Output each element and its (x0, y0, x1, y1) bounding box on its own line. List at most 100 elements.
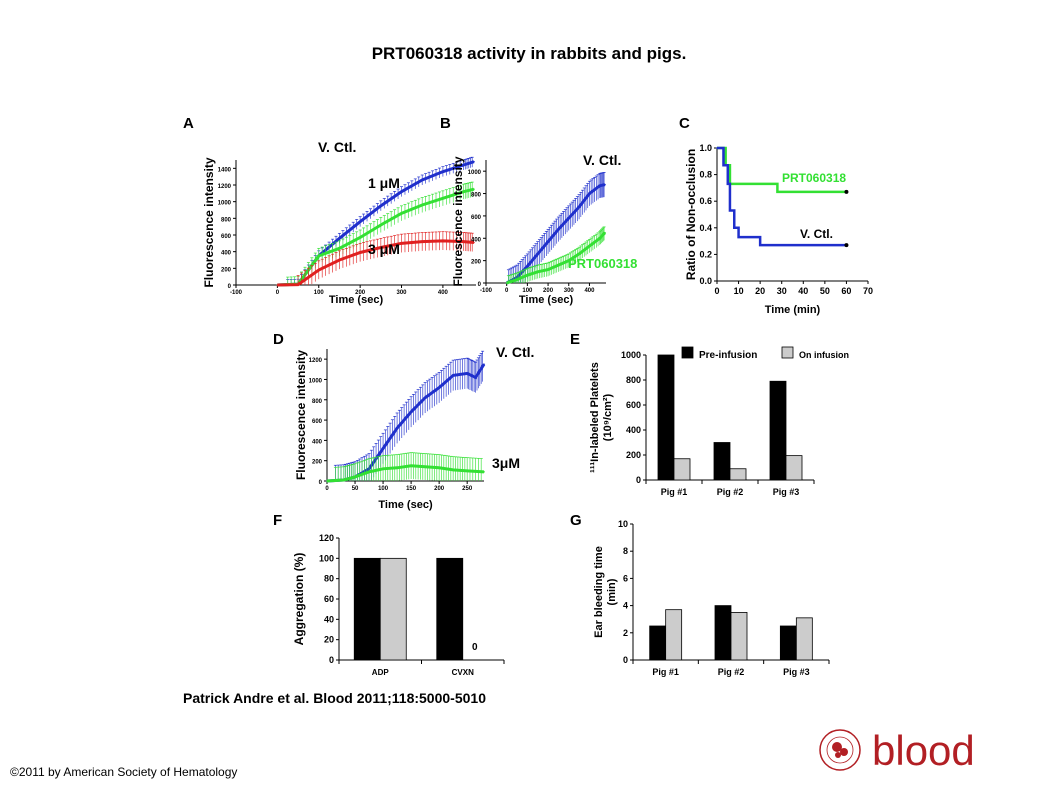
panel-letter: G (570, 512, 582, 529)
x-tick-label: Pig #2 (718, 667, 745, 677)
data-point (716, 147, 718, 149)
data-point (452, 469, 454, 471)
panel-letter: F (273, 512, 282, 529)
x-tick-label: 30 (777, 286, 787, 296)
data-point (733, 227, 736, 229)
x-tick-label: 0 (714, 286, 719, 296)
data-point (410, 411, 412, 413)
panel-letter: A (183, 115, 194, 132)
y-axis-label: Ratio of Non-occlusion (684, 149, 698, 280)
y-tick-label: 0.4 (699, 223, 712, 233)
x-tick-label: 200 (355, 290, 366, 296)
bar (779, 625, 797, 661)
series-label: V. Ctl. (318, 139, 356, 155)
y-axis-label: ¹¹¹In-labeled Platelets (589, 362, 601, 473)
x-tick-label: 0 (276, 290, 280, 296)
y-tick-label: 20 (324, 635, 334, 645)
data-point (380, 205, 382, 207)
series-line (277, 187, 475, 287)
data-point (359, 236, 361, 239)
bar (730, 612, 748, 661)
y-tick-label: 0 (329, 655, 334, 665)
bar (649, 625, 667, 661)
bar (729, 468, 747, 481)
data-point (598, 184, 601, 187)
data-point (338, 237, 341, 240)
y-tick-label: 40 (324, 614, 334, 624)
series-label: 1 μM (368, 175, 400, 191)
y-tick-label: 0.6 (699, 196, 712, 206)
blood-logo: blood (819, 727, 975, 774)
copyright: ©2011 by American Society of Hematology (10, 765, 238, 779)
data-point (382, 447, 384, 450)
data-point (424, 465, 426, 468)
y-tick-label: 1200 (218, 184, 232, 190)
bar (673, 458, 691, 481)
y-tick-label: 400 (221, 251, 232, 257)
data-point (604, 231, 606, 234)
data-point (442, 170, 444, 173)
series-label: V. Ctl. (496, 344, 534, 360)
y-tick-label: 0 (623, 655, 628, 665)
series-label: PRT060318 (782, 171, 846, 185)
y-axis-label: Ear bleeding time (593, 546, 605, 638)
data-point (536, 271, 539, 273)
citation: Patrick Andre et al. Blood 2011;118:5000… (183, 690, 486, 706)
data-point (737, 236, 740, 238)
x-tick-label: 150 (406, 486, 417, 492)
bar (714, 605, 732, 661)
y-axis-label: (min) (606, 578, 618, 605)
y-tick-label: 400 (626, 425, 641, 435)
x-tick-label: 250 (462, 486, 473, 492)
x-tick-label: 50 (820, 286, 830, 296)
x-tick-label: 400 (438, 290, 449, 296)
y-tick-label: 1000 (468, 170, 482, 176)
x-tick-label: 300 (397, 290, 408, 296)
data-point (359, 220, 361, 223)
y-tick-label: 200 (221, 267, 232, 273)
data-point (421, 179, 424, 181)
data-point (343, 479, 345, 481)
y-tick-label: 0 (478, 282, 482, 288)
data-point (442, 240, 444, 242)
y-axis-label: Aggregation (%) (292, 553, 306, 646)
x-axis-label: Time (sec) (329, 294, 384, 306)
data-point (557, 228, 560, 231)
panel-letter: B (440, 115, 451, 132)
series-PRT060318: PRT060318 (505, 226, 637, 285)
data-point (396, 467, 398, 469)
end-marker (844, 189, 849, 194)
series-V. Ctl.: V. Ctl. (716, 146, 849, 248)
y-tick-label: 200 (312, 460, 323, 466)
series-label: PRT060318 (568, 256, 637, 271)
bar (657, 354, 675, 481)
y-tick-label: 0 (228, 284, 232, 290)
panel-letter: E (570, 331, 580, 348)
x-tick-label: Pig #1 (661, 487, 688, 497)
data-point (567, 259, 570, 262)
x-tick-label: 70 (863, 286, 873, 296)
y-tick-label: 4 (623, 601, 628, 611)
y-tick-label: 1000 (218, 201, 232, 207)
y-axis-label: (10⁹/cm²) (602, 393, 614, 441)
y-tick-label: 800 (312, 399, 323, 405)
data-point (400, 242, 403, 245)
x-tick-label: Pig #2 (717, 487, 744, 497)
y-tick-label: 0 (636, 475, 641, 485)
series-label: 3 μM (368, 241, 400, 257)
data-point (368, 471, 370, 473)
x-tick-label: 100 (522, 288, 533, 294)
data-point (588, 245, 591, 247)
data-point (567, 217, 570, 219)
data-point (462, 164, 465, 166)
data-point (442, 197, 444, 200)
data-point (462, 190, 465, 193)
data-point (473, 188, 475, 190)
x-tick-label: 10 (734, 286, 744, 296)
end-marker (844, 243, 849, 248)
x-tick-label: ADP (372, 668, 390, 677)
data-point (338, 247, 341, 250)
x-tick-label: 300 (564, 288, 575, 294)
